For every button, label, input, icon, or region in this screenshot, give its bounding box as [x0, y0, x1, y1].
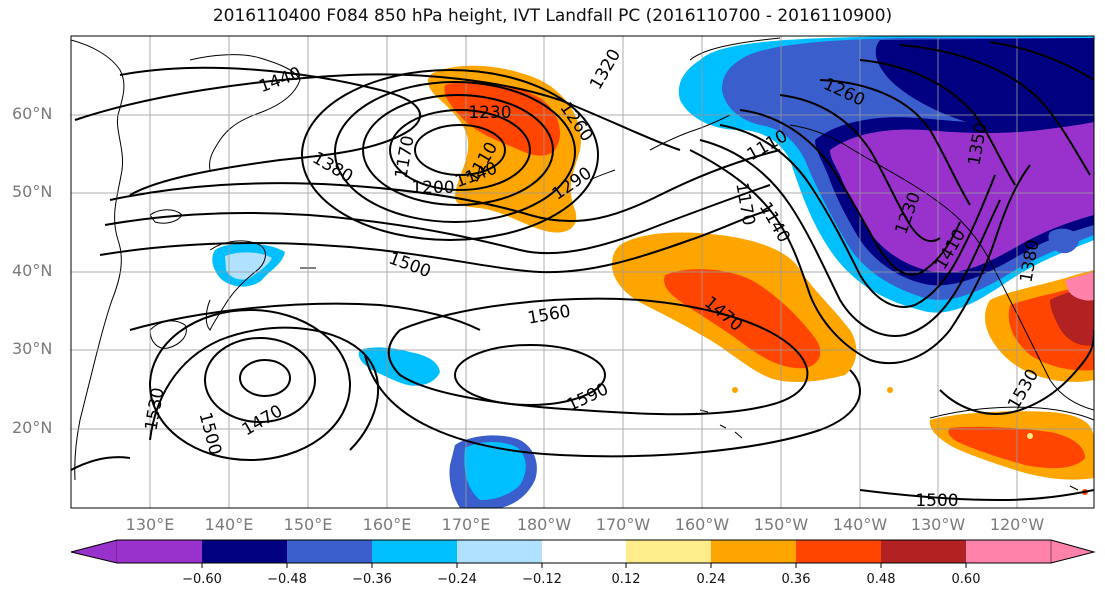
map-frame — [70, 35, 1095, 509]
colorbar-segment — [796, 540, 881, 563]
colorbar-tick-label: −0.60 — [182, 572, 222, 587]
colorbar-segment — [626, 540, 711, 563]
contour-label: 1230 — [468, 103, 511, 123]
colorbar-tick-label: −0.12 — [522, 572, 562, 587]
lat-label: 60°N — [12, 104, 53, 123]
lon-label: 160°E — [362, 515, 412, 534]
colorbar-segment — [966, 540, 1051, 563]
colorbar-tick-marks — [201, 563, 967, 568]
lon-label: 130°W — [910, 515, 966, 534]
contour-label: 1200 — [411, 178, 454, 198]
colorbar-tick-label: 0.36 — [781, 572, 811, 587]
lat-label: 20°N — [12, 418, 53, 437]
colorbar-tick-label: −0.24 — [437, 572, 477, 587]
colorbar-extend-min — [70, 539, 118, 564]
lon-label: 150°W — [753, 515, 809, 534]
lon-label: 130°E — [125, 515, 175, 534]
figure-title: 2016110400 F084 850 hPa height, IVT Land… — [212, 6, 893, 26]
colorbar-segment — [542, 540, 626, 563]
colorbar-segment — [711, 540, 796, 563]
lat-label: 40°N — [12, 261, 53, 280]
colorbar-segment — [457, 540, 542, 563]
negative-anomaly-patches — [212, 228, 1080, 508]
colorbar-segment — [881, 540, 966, 563]
colorbar-segment — [287, 540, 372, 563]
colorbar-tick-label: −0.48 — [267, 572, 307, 587]
colorbar-tick-label: −0.36 — [352, 572, 392, 587]
lat-label: 30°N — [12, 339, 53, 358]
lon-label: 180°W — [516, 515, 572, 534]
colorbar-extend-max — [1050, 539, 1095, 564]
colorbar-tick-label: 0.24 — [696, 572, 726, 587]
colorbar-tick-label: 0.48 — [866, 572, 896, 587]
colorbar-outline — [70, 539, 1096, 564]
lon-label: 170°W — [595, 515, 651, 534]
lon-label: 160°W — [674, 515, 730, 534]
colorbar — [70, 539, 1096, 568]
lon-label: 140°E — [204, 515, 254, 534]
colorbar-tick-label: 0.60 — [951, 572, 981, 587]
contour-label: 1500 — [915, 491, 958, 511]
lat-label: 50°N — [12, 182, 53, 201]
lon-label: 170°E — [441, 515, 491, 534]
colorbar-tick-label: 0.12 — [611, 572, 641, 587]
lon-label: 150°E — [283, 515, 333, 534]
lon-label: 140°W — [832, 515, 888, 534]
colorbar-segment — [202, 540, 287, 563]
lon-label: 120°W — [989, 515, 1045, 534]
colorbar-segment — [117, 540, 202, 563]
colorbar-segment — [372, 540, 457, 563]
height-contours — [71, 41, 1094, 502]
